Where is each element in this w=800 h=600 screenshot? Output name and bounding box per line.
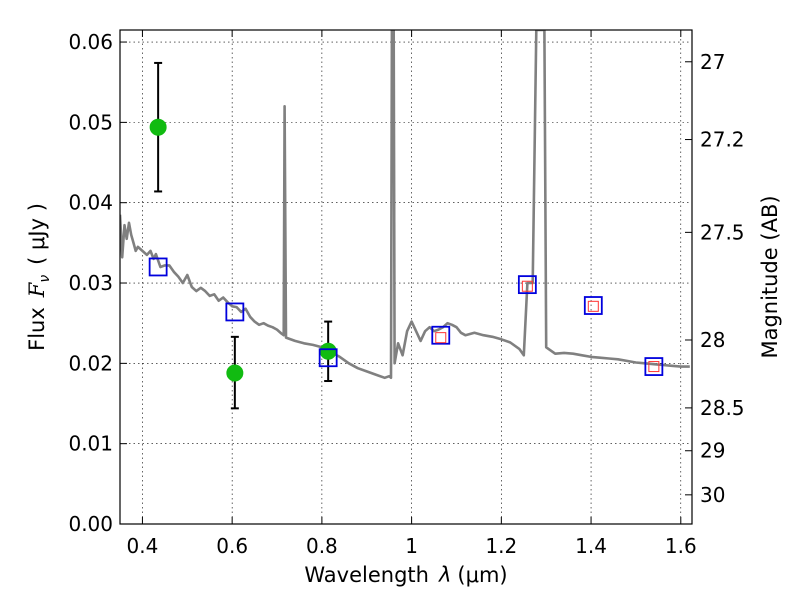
y-tick-label: 0.00 (68, 512, 113, 536)
y-axis-title: FluxFν( μJy ) (25, 203, 53, 351)
x-axis-title: Wavelength λ (μm) (304, 563, 507, 587)
model-photometry-square (517, 275, 537, 295)
x-tick-label: 0.6 (216, 534, 248, 558)
axes: 0.4 0.6 0.8 1 1.2 1.4 1.6 0.00 0.01 0.02 0.03 0.04 0… (68, 30, 745, 558)
upper-limit-square (521, 280, 533, 292)
upper-limit-square (435, 332, 447, 344)
x-tick-label: 0.8 (306, 534, 338, 558)
observed-point (149, 118, 167, 136)
model-photometry-square (148, 257, 168, 277)
observed-point (226, 364, 244, 382)
grid (120, 30, 692, 524)
model-photometry-square (318, 348, 338, 368)
y2-tick-label: 28 (700, 328, 725, 352)
x-tick-label: 0.4 (127, 534, 159, 558)
y-tick-label: 0.05 (68, 110, 113, 134)
observed-point (319, 342, 337, 360)
model-photometry-square (431, 325, 451, 345)
x-tick-label: 1.2 (485, 534, 517, 558)
y2-axis-title: Magnitude (AB) (758, 195, 782, 358)
plot-frame (119, 29, 693, 525)
y-tick-label: 0.01 (68, 432, 113, 456)
model-photometry-square (225, 302, 245, 322)
y2-tick-label: 27.2 (700, 128, 745, 152)
y2-tick-label: 29 (700, 439, 725, 463)
model-photometry-square (583, 296, 603, 315)
x-tick-label: 1.4 (575, 534, 607, 558)
y-tick-label: 0.03 (68, 271, 113, 295)
y-tick-label: 0.02 (68, 351, 113, 375)
y2-tick-label: 27.5 (700, 220, 745, 244)
sed-model-line (120, 30, 690, 380)
x-tick-label: 1 (405, 534, 418, 558)
y2-tick-label: 30 (700, 483, 725, 507)
x-tick-label: 1.6 (665, 534, 697, 558)
y-tick-label: 0.04 (68, 191, 113, 215)
upper-limit-square (648, 361, 660, 373)
y2-tick-label: 27 (700, 50, 725, 74)
model-photometry-square (644, 357, 664, 376)
upper-limit-square (587, 300, 599, 312)
y-tick-label: 0.06 (68, 30, 113, 54)
y2-tick-label: 28.5 (700, 396, 745, 420)
data-layer (120, 30, 690, 410)
plot-area (120, 30, 692, 524)
